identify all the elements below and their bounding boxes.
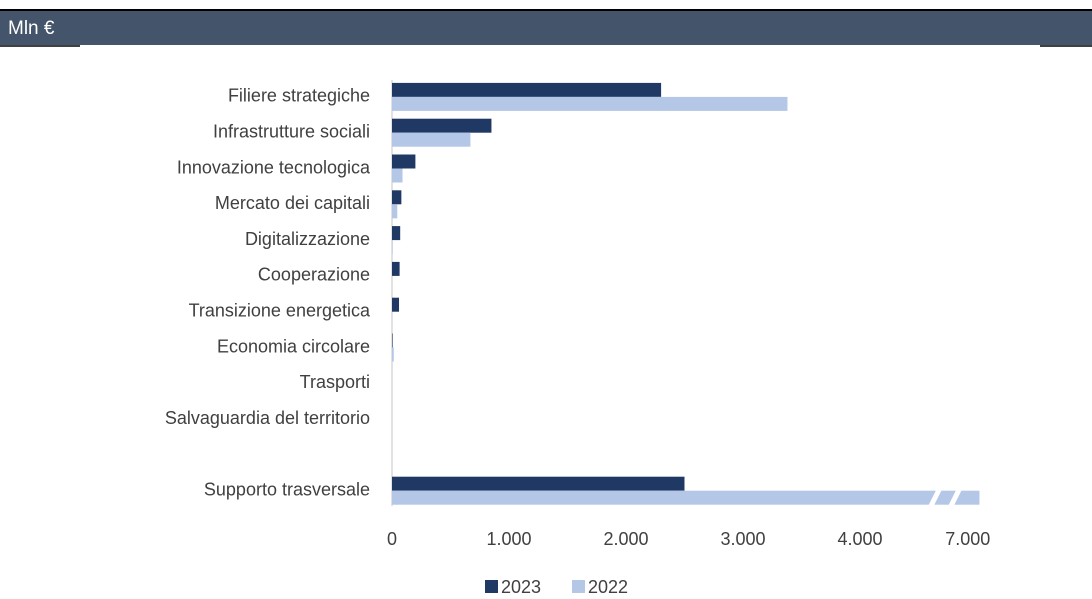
- x-tick-label: 2.000: [603, 529, 648, 549]
- bar: [392, 96, 788, 111]
- y-tick-label: Supporto trasversale: [204, 479, 370, 499]
- legend-swatch: [572, 580, 585, 593]
- bar: [392, 261, 400, 276]
- y-tick-label: Innovazione tecnologica: [177, 157, 371, 177]
- bar: [392, 490, 980, 505]
- bar: [392, 118, 492, 133]
- unit-label: Mln €: [8, 18, 55, 39]
- x-tick-label: 3.000: [720, 529, 765, 549]
- bar: [392, 132, 471, 147]
- y-tick-label: Transizione energetica: [189, 300, 371, 320]
- bar: [392, 297, 400, 312]
- bar: [392, 333, 393, 348]
- axis-break: [927, 486, 943, 509]
- x-tick-label: 0: [387, 529, 397, 549]
- y-tick-label: Trasporti: [300, 372, 370, 392]
- header-bar: [0, 11, 1092, 45]
- bar: [392, 226, 401, 241]
- y-tick-label: Infrastrutture sociali: [213, 121, 370, 141]
- bar: [392, 154, 416, 169]
- axis-break: [947, 486, 963, 509]
- y-tick-label: Filiere strategiche: [228, 86, 370, 106]
- bar: [392, 240, 393, 255]
- legend-label: 2023: [501, 577, 541, 597]
- y-tick-label: Cooperazione: [258, 265, 370, 285]
- y-tick-label: Salvaguardia del territorio: [165, 408, 370, 428]
- x-tick-label: 7.000: [945, 529, 990, 549]
- bar: [392, 168, 403, 183]
- legend-swatch: [485, 580, 498, 593]
- legend-label: 2022: [588, 577, 628, 597]
- x-tick-label: 4.000: [837, 529, 882, 549]
- bar: [392, 190, 402, 205]
- y-tick-label: Digitalizzazione: [245, 229, 370, 249]
- bar: [392, 347, 394, 362]
- bar: [392, 476, 685, 491]
- y-tick-label: Economia circolare: [217, 336, 370, 356]
- y-tick-label: Mercato dei capitali: [215, 193, 370, 213]
- bar: [392, 204, 398, 219]
- x-tick-label: 1.000: [486, 529, 531, 549]
- bar: [392, 82, 662, 97]
